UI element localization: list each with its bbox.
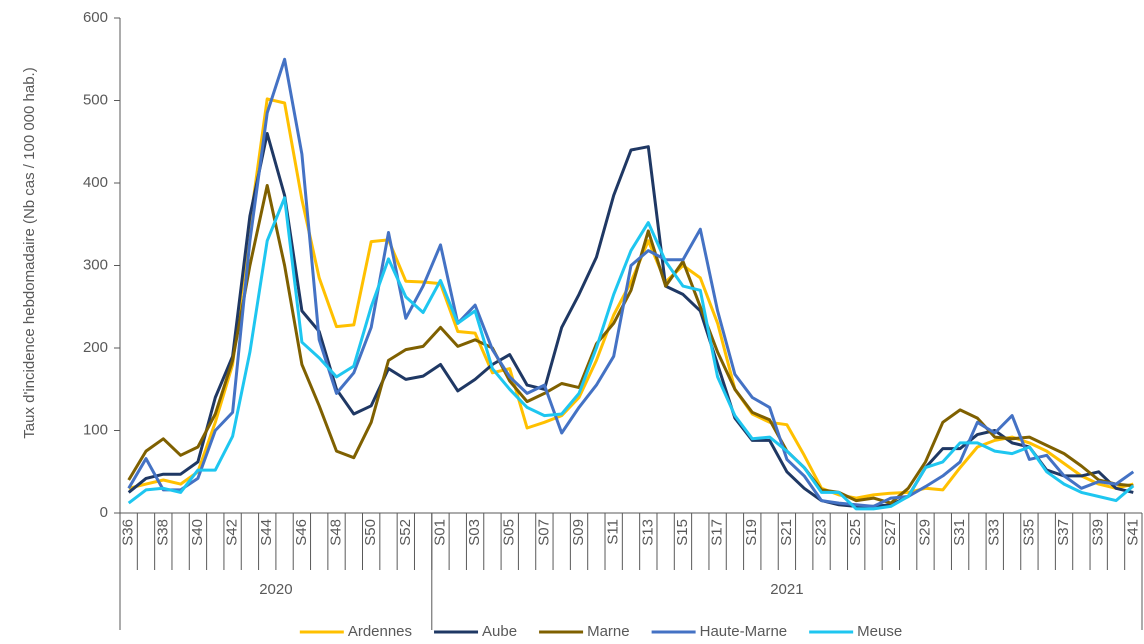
x-tick-label: S46 [293, 519, 310, 546]
x-tick-label: S41 [1124, 519, 1141, 546]
x-tick-label: S15 [674, 519, 691, 546]
x-tick-label: S29 [916, 519, 933, 546]
x-tick-label: S03 [466, 519, 483, 546]
x-tick-label: S09 [570, 519, 587, 546]
x-tick-label: S37 [1055, 519, 1072, 546]
x-tick-label: S36 [120, 519, 137, 546]
x-tick-label: S17 [709, 519, 726, 546]
x-tick-label: S21 [778, 519, 795, 546]
x-tick-label: S05 [501, 519, 518, 546]
y-tick-label: 500 [83, 91, 108, 108]
y-tick-label: 600 [83, 9, 108, 26]
x-tick-label: S13 [639, 519, 656, 546]
series-line [127, 132, 1134, 508]
x-tick-label: S42 [224, 519, 241, 546]
x-tick-label: S50 [362, 519, 379, 546]
series-line [128, 97, 1134, 500]
x-tick-label: S33 [986, 519, 1003, 546]
legend-label: Aube [482, 623, 517, 640]
legend-label: Ardennes [348, 623, 412, 640]
x-tick-label: S11 [605, 519, 622, 545]
x-tick-label: S40 [189, 519, 206, 546]
x-tick-label: S07 [535, 519, 552, 546]
x-tick-label: S35 [1020, 519, 1037, 546]
series-line [127, 184, 1134, 505]
group-label: 2020 [259, 581, 292, 598]
x-tick-label: S38 [154, 519, 171, 546]
x-tick-label: S01 [431, 519, 448, 546]
x-tick-label: S31 [951, 519, 968, 546]
x-tick-label: S52 [397, 519, 414, 546]
x-tick-label: S48 [327, 519, 344, 546]
series-line [127, 196, 1135, 511]
x-tick-label: S19 [743, 519, 760, 546]
x-tick-label: S25 [847, 519, 864, 546]
y-axis-label: Taux d'incidence hebdomadaire (Nb cas / … [21, 67, 38, 439]
group-label: 2021 [770, 581, 803, 598]
legend-label: Meuse [857, 623, 902, 640]
series-line [127, 57, 1135, 508]
x-tick-label: S39 [1090, 519, 1107, 546]
y-tick-label: 300 [83, 256, 108, 273]
legend: Ardennes Aube Marne Haute-Marne Meuse [299, 623, 902, 640]
y-tick-label: 100 [83, 421, 108, 438]
legend-label: Marne [587, 623, 630, 640]
legend-label: Haute-Marne [700, 623, 788, 640]
x-tick-label: S23 [813, 519, 830, 546]
y-tick-label: 400 [83, 174, 108, 191]
y-tick-label: 0 [100, 504, 108, 521]
x-tick-label: S44 [258, 519, 275, 546]
x-tick-label: S27 [882, 519, 899, 546]
y-tick-label: 200 [83, 339, 108, 356]
